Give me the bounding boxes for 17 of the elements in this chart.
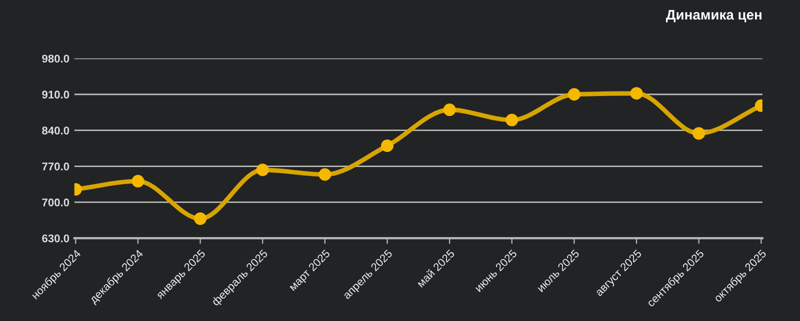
point	[318, 168, 332, 181]
y-tick-label: 630.0	[42, 234, 70, 242]
point	[132, 174, 144, 188]
point	[194, 212, 207, 225]
y-tick-label: 770.0	[42, 162, 70, 170]
point	[256, 164, 269, 176]
point	[506, 114, 518, 126]
chart-title: Динамика цен	[666, 10, 762, 22]
y-tick-label: 980.0	[42, 54, 70, 63]
y-tick-label: 910.0	[42, 90, 70, 99]
point	[692, 127, 706, 140]
y-tick-label: 840.0	[42, 126, 70, 134]
point	[380, 139, 394, 152]
point	[443, 104, 456, 116]
point	[630, 87, 643, 100]
point	[568, 88, 580, 101]
y-tick-label: 700.0	[42, 198, 70, 206]
